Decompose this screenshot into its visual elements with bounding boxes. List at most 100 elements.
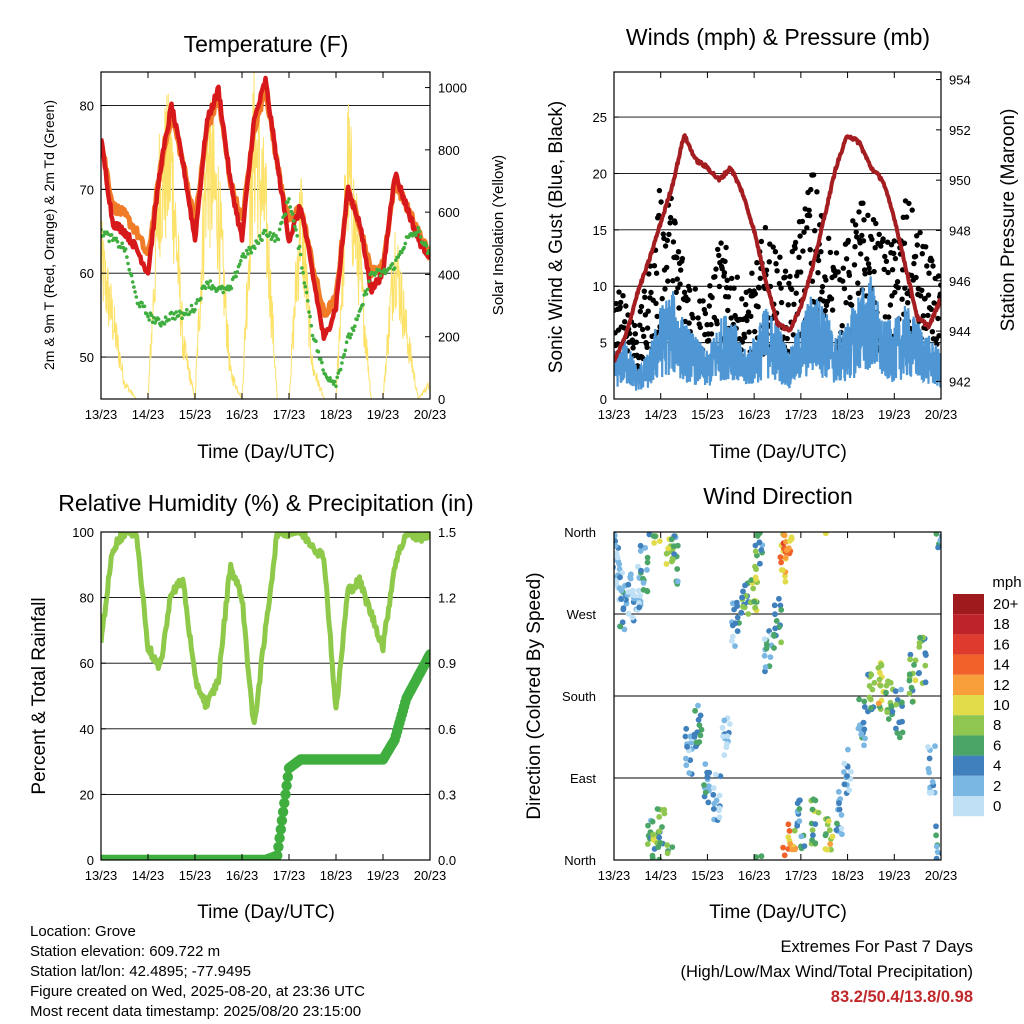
gust-point	[793, 290, 799, 296]
y2-tick-label: 0.0	[438, 853, 456, 868]
gust-point	[752, 291, 758, 297]
gust-point	[677, 281, 683, 287]
timestamp-text: Most recent data timestamp: 2025/08/20 2…	[30, 1003, 362, 1020]
gust-point	[806, 212, 813, 219]
x-tick-label: 20/23	[414, 407, 447, 422]
gust-point	[739, 296, 745, 302]
precipitation-point	[274, 832, 285, 844]
humidity-title: Relative Humidity (%) & Precipitation (i…	[58, 490, 473, 516]
gust-point	[913, 274, 919, 281]
direction-point	[644, 567, 650, 573]
direction-point	[833, 827, 840, 833]
gust-point	[658, 199, 664, 205]
gust-point	[614, 300, 619, 307]
dewpoint-point	[270, 235, 275, 239]
direction-point	[926, 769, 932, 776]
dewpoint-point	[402, 245, 406, 250]
precipitation-point	[273, 841, 284, 853]
gust-point	[722, 258, 728, 265]
dewpoint-point	[276, 237, 281, 242]
gust-point	[786, 280, 792, 287]
speed-legend-title: mph	[992, 574, 1021, 591]
dewpoint-point	[107, 239, 111, 244]
legend-swatch	[953, 796, 984, 817]
direction-point	[777, 602, 784, 609]
dewpoint-point	[180, 316, 184, 321]
direction-point	[860, 719, 867, 726]
direction-point	[771, 645, 777, 651]
y2-tick-label: 0.9	[438, 656, 456, 671]
direction-point	[734, 628, 741, 634]
gust-point	[917, 293, 924, 299]
direction-grid	[614, 613, 941, 779]
direction-point	[756, 532, 763, 537]
dewpoint-point	[241, 252, 245, 256]
direction-point	[778, 639, 784, 646]
gust-point	[741, 334, 748, 341]
y2-tick-label: 1.5	[438, 525, 456, 540]
direction-point	[617, 623, 624, 630]
gust-point	[708, 331, 715, 337]
dewpoint-point	[199, 296, 203, 301]
direction-point	[846, 787, 853, 794]
dewpoint-point	[297, 244, 302, 249]
direction-point	[906, 671, 913, 678]
humidity-panel: Relative Humidity (%) & Precipitation (i…	[29, 490, 474, 923]
direction-point	[637, 592, 643, 599]
direction-point	[926, 790, 933, 796]
precipitation-point	[281, 780, 292, 791]
direction-point	[614, 543, 619, 549]
y2-tick-label: 200	[438, 330, 460, 345]
direction-point	[649, 818, 656, 825]
direction-point	[812, 821, 819, 827]
gust-point	[796, 254, 802, 260]
gust-point	[675, 249, 682, 255]
humidity-y-label: Percent & Total Rainfall	[29, 597, 50, 794]
dewpoint-point	[287, 197, 291, 201]
x-tick-label: 14/23	[644, 868, 677, 883]
extremes-title: Extremes For Past 7 Days	[780, 938, 973, 956]
precipitation-point	[280, 789, 291, 800]
direction-point	[716, 814, 723, 821]
dewpoint-point	[397, 252, 402, 257]
direction-point	[682, 733, 689, 740]
dewpoint-point	[145, 312, 149, 316]
direction-point	[812, 840, 819, 846]
winds-panel: Winds (mph) & Pressure (mb) 0 5 10 15 20 25 9…	[546, 24, 1019, 463]
direction-point	[659, 824, 665, 830]
gust-point	[630, 345, 636, 351]
direction-point	[871, 679, 878, 686]
direction-point	[809, 806, 816, 813]
direction-point	[614, 538, 618, 545]
legend-swatch	[953, 654, 984, 675]
precipitation-point	[424, 649, 430, 660]
gust-point	[681, 289, 688, 295]
direction-point	[621, 626, 628, 633]
gust-point	[637, 322, 643, 328]
direction-point	[883, 682, 890, 689]
gust-point	[807, 247, 813, 253]
dewpoint-point	[283, 212, 288, 216]
dewpoint-point	[361, 302, 365, 307]
dewpoint-point	[130, 280, 135, 284]
precipitation-point	[282, 771, 293, 783]
gust-point	[789, 286, 795, 293]
dewpoint-point	[378, 273, 383, 278]
direction-point	[618, 596, 624, 602]
gust-point	[901, 240, 908, 246]
direction-point	[753, 566, 759, 573]
direction-point	[716, 792, 723, 799]
gust-point	[865, 261, 872, 267]
gust-point	[925, 312, 931, 319]
direction-point	[649, 852, 656, 859]
dewpoint-point	[146, 314, 150, 319]
direction-point	[791, 827, 798, 834]
gust-point	[718, 240, 724, 246]
gust-point	[706, 303, 712, 309]
humidity-plot-frame	[100, 531, 431, 861]
gust-point	[866, 269, 873, 276]
gust-point	[924, 263, 930, 269]
legend-swatch	[953, 715, 984, 736]
direction-point	[732, 643, 738, 649]
